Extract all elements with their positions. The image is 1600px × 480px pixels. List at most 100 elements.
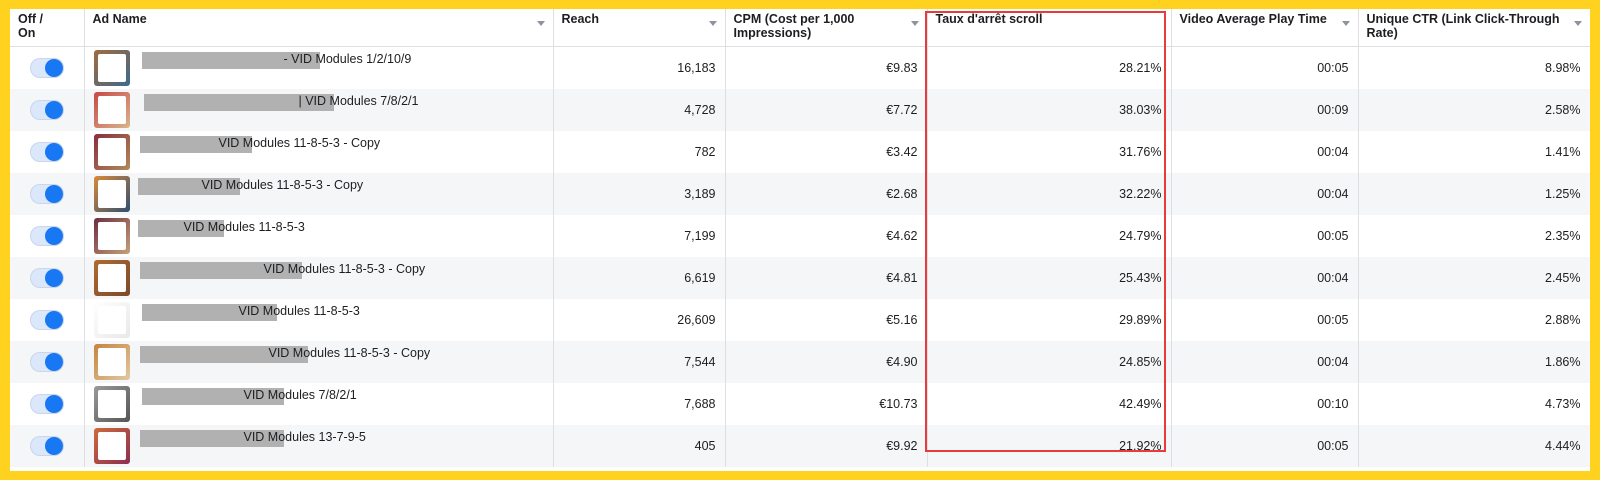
reach-cell: 6,619 (553, 256, 726, 299)
toggle-knob (44, 184, 63, 203)
unique-ctr-cell: 2.35% (1358, 214, 1590, 257)
ad-name-cell[interactable]: VID Modules 11-8-5-3 - Copy (84, 340, 554, 383)
ad-name-cell[interactable]: VID Modules 7/8/2/1 (84, 382, 554, 425)
ad-name-text[interactable]: VID Modules 11-8-5-3 (238, 303, 360, 318)
ad-name-cell[interactable]: VID Modules 13-7-9-5 (84, 424, 554, 467)
ad-status-toggle[interactable] (29, 309, 64, 330)
video-average-play-time-cell: 00:05 (1171, 214, 1359, 257)
cpm-cell: €9.83 (725, 46, 928, 89)
ad-status-toggle[interactable] (29, 351, 64, 372)
ad-thumbnail[interactable] (93, 49, 130, 86)
ad-name-text[interactable]: VID Modules 11-8-5-3 (183, 219, 305, 234)
ad-name-cell[interactable]: - VID Modules 1/2/10/9 (84, 46, 554, 89)
ad-name-text[interactable]: VID Modules 7/8/2/1 (243, 387, 357, 402)
cpm-cell: €2.68 (725, 172, 928, 215)
cpm-cell: €10.73 (725, 382, 928, 425)
ad-name-cell[interactable]: VID Modules 11-8-5-3 (84, 214, 554, 257)
unique-ctr-cell: 8.98% (1358, 46, 1590, 89)
reach-cell: 405 (553, 424, 726, 467)
unique-ctr-cell: 2.88% (1358, 298, 1590, 341)
ad-name-text[interactable]: VID Modules 11-8-5-3 - Copy (218, 135, 381, 150)
table-row[interactable]: VID Modules 11-8-5-3 - Copy 3,189 €2.68 32.… (10, 172, 1590, 215)
scroll-stop-rate-cell: 42.49% (927, 382, 1172, 425)
ad-thumbnail[interactable] (93, 91, 130, 128)
table-row[interactable]: VID Modules 11-8-5-3 26,609 €5.16 29.89% 00:… (10, 298, 1590, 341)
video-average-play-time-cell: 00:05 (1171, 46, 1359, 89)
column-header-reach[interactable]: Reach (553, 9, 726, 47)
redacted-name-bar (141, 303, 277, 321)
video-average-play-time-cell: 00:04 (1171, 172, 1359, 215)
unique-ctr-cell: 4.44% (1358, 424, 1590, 467)
toggle-cell (10, 130, 85, 173)
ad-thumbnail[interactable] (93, 427, 130, 464)
ad-thumbnail[interactable] (93, 175, 130, 212)
column-header-cpm[interactable]: CPM (Cost per 1,000 Impressions) (725, 9, 928, 47)
toggle-cell (10, 88, 85, 131)
table-row[interactable]: | VID Modules 7/8/2/1 4,728 €7.72 38.03% 00:… (10, 88, 1590, 131)
column-header-scroll-stop-rate[interactable]: Taux d'arrêt scroll (927, 9, 1172, 47)
cpm-cell: €4.62 (725, 214, 928, 257)
sort-caret-icon[interactable] (1341, 21, 1350, 26)
reach-cell: 3,189 (553, 172, 726, 215)
sort-caret-icon[interactable] (910, 21, 919, 26)
toggle-cell (10, 382, 85, 425)
ad-name-cell[interactable]: | VID Modules 7/8/2/1 (84, 88, 554, 131)
ad-status-toggle[interactable] (29, 141, 64, 162)
scroll-stop-rate-cell: 24.79% (927, 214, 1172, 257)
column-header-video-average-play-time[interactable]: Video Average Play Time (1171, 9, 1359, 47)
table-row[interactable]: VID Modules 11-8-5-3 - Copy 7,544 €4.90 24.… (10, 340, 1590, 383)
table-row[interactable]: VID Modules 11-8-5-3 - Copy 6,619 €4.81 25.… (10, 256, 1590, 299)
ad-name-text[interactable]: VID Modules 11-8-5-3 - Copy (263, 261, 426, 276)
sort-caret-icon[interactable] (708, 21, 717, 26)
table-row[interactable]: VID Modules 11-8-5-3 7,199 €4.62 24.79% 00:0… (10, 214, 1590, 257)
ad-thumbnail[interactable] (93, 217, 130, 254)
table-row[interactable]: VID Modules 7/8/2/1 7,688 €10.73 42.49% 00:1… (10, 382, 1590, 425)
ad-status-toggle[interactable] (29, 267, 64, 288)
sort-caret-icon[interactable] (1573, 21, 1582, 26)
scroll-stop-rate-cell: 24.85% (927, 340, 1172, 383)
ad-name-text[interactable]: VID Modules 13-7-9-5 (243, 429, 366, 444)
ad-status-toggle[interactable] (29, 57, 64, 78)
toggle-knob (44, 436, 63, 455)
ad-name-text[interactable]: VID Modules 11-8-5-3 - Copy (268, 345, 431, 360)
scroll-stop-rate-cell: 38.03% (927, 88, 1172, 131)
ad-thumbnail[interactable] (93, 385, 130, 422)
table-body: - VID Modules 1/2/10/9 16,183 €9.83 28.21% 0… (10, 46, 1590, 467)
ad-name-cell[interactable]: VID Modules 11-8-5-3 (84, 298, 554, 341)
scroll-stop-rate-cell: 21.92% (927, 424, 1172, 467)
reach-cell: 4,728 (553, 88, 726, 131)
column-header-toggle[interactable]: Off / On (10, 9, 85, 47)
ad-name-cell[interactable]: VID Modules 11-8-5-3 - Copy (84, 172, 554, 215)
reach-cell: 16,183 (553, 46, 726, 89)
ad-status-toggle[interactable] (29, 435, 64, 456)
ad-status-toggle[interactable] (29, 225, 64, 246)
redacted-name-bar (139, 345, 308, 363)
video-average-play-time-cell: 00:05 (1171, 298, 1359, 341)
cpm-cell: €7.72 (725, 88, 928, 131)
table-row[interactable]: VID Modules 11-8-5-3 - Copy 782 €3.42 31.76… (10, 130, 1590, 173)
column-header-ad-name[interactable]: Ad Name (84, 9, 554, 47)
video-average-play-time-cell: 00:04 (1171, 130, 1359, 173)
toggle-knob (44, 268, 63, 287)
sort-caret-icon[interactable] (536, 21, 545, 26)
ad-thumbnail[interactable] (93, 259, 130, 296)
ad-status-toggle[interactable] (29, 99, 64, 120)
ad-thumbnail[interactable] (93, 343, 130, 380)
ad-status-toggle[interactable] (29, 393, 64, 414)
ad-name-text[interactable]: VID Modules 11-8-5-3 - Copy (201, 177, 364, 192)
ad-name-text[interactable]: - VID Modules 1/2/10/9 (283, 51, 412, 66)
ad-name-cell[interactable]: VID Modules 11-8-5-3 - Copy (84, 130, 554, 173)
ad-name-cell[interactable]: VID Modules 11-8-5-3 - Copy (84, 256, 554, 299)
redacted-name-bar (137, 177, 240, 195)
toggle-cell (10, 172, 85, 215)
redacted-name-bar (139, 429, 284, 447)
cpm-cell: €4.90 (725, 340, 928, 383)
ad-name-text[interactable]: | VID Modules 7/8/2/1 (298, 93, 419, 108)
table-row[interactable]: - VID Modules 1/2/10/9 16,183 €9.83 28.21% 0… (10, 46, 1590, 89)
table-row[interactable]: VID Modules 13-7-9-5 405 €9.92 21.92% 00:05 4… (10, 424, 1590, 467)
ad-thumbnail[interactable] (93, 301, 130, 338)
ad-thumbnail[interactable] (93, 133, 130, 170)
reach-cell: 26,609 (553, 298, 726, 341)
ad-status-toggle[interactable] (29, 183, 64, 204)
column-header-unique-ctr[interactable]: Unique CTR (Link Click-Through Rate) (1358, 9, 1590, 47)
